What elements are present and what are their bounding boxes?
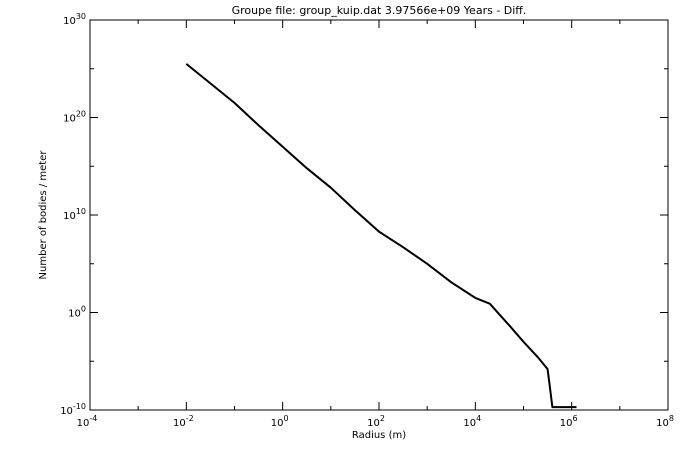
x-axis-title: Radius (m)	[352, 430, 406, 441]
x-tick-label: 106	[560, 414, 578, 429]
y-tick-label: 1030	[63, 12, 86, 27]
x-tick-label: 108	[656, 414, 674, 429]
y-tick-label: 1020	[63, 110, 86, 125]
x-tick-label: 10-4	[77, 414, 98, 429]
y-axis-title: Number of bodies / meter	[38, 150, 49, 280]
y-tick-label: 100	[68, 305, 86, 320]
axis-tick-labels: 10-4 10-2 100 102 104 106 108 10-10 100 1010 1020 1…	[60, 12, 674, 429]
series-layer	[185, 63, 577, 409]
chart-title: Groupe file: group_kuip.dat 3.97566e+09 …	[232, 4, 527, 17]
x-tick-label: 100	[271, 414, 289, 429]
x-tick-label: 10-2	[173, 414, 194, 429]
y-tick-label: 10-10	[60, 402, 86, 417]
plot-frame	[89, 19, 669, 411]
axis-ticks	[89, 19, 669, 411]
x-tick-label: 102	[367, 414, 385, 429]
x-tick-label: 104	[463, 414, 481, 429]
y-tick-label: 1010	[63, 207, 86, 222]
series-line	[185, 63, 577, 409]
